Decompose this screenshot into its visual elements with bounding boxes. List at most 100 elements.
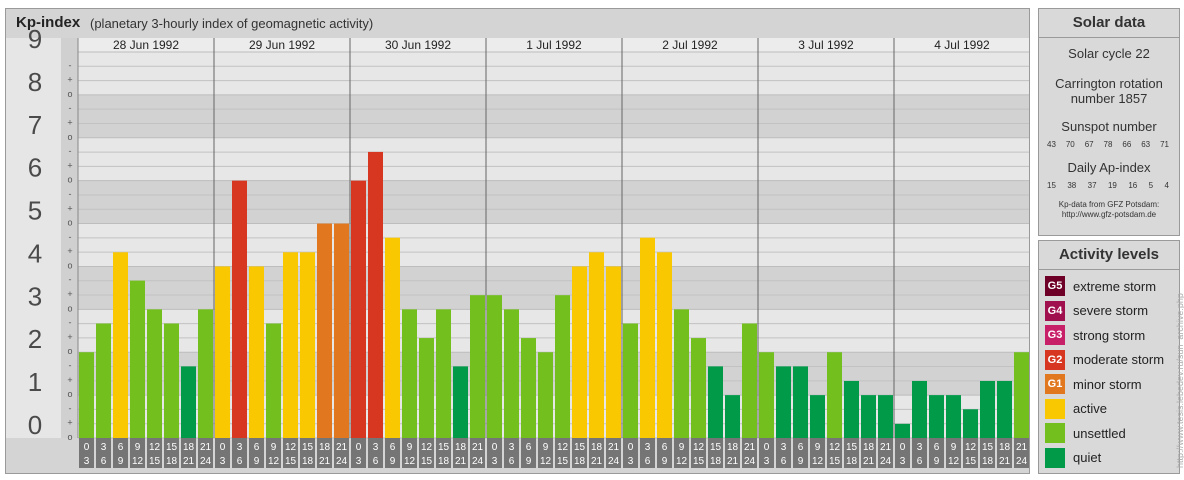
kp-bar bbox=[793, 366, 808, 438]
source-line-1: Kp-data from GFZ Potsdam: bbox=[1058, 200, 1160, 209]
interval-cell bbox=[249, 438, 264, 468]
kp-bar bbox=[368, 151, 383, 439]
sunspot-values: 43 70 67 78 66 63 71 bbox=[1039, 140, 1179, 149]
sunspot-value: 43 bbox=[1047, 140, 1056, 149]
minor-tick-label: o bbox=[67, 89, 72, 99]
kp-bar bbox=[470, 295, 485, 438]
ap-value: 4 bbox=[1164, 181, 1169, 190]
interval-cell bbox=[232, 438, 247, 468]
kp-bar bbox=[589, 252, 604, 438]
activity-level-item: G4 severe storm bbox=[1045, 300, 1148, 321]
interval-end-label: 18 bbox=[846, 456, 858, 467]
activity-level-swatch bbox=[1045, 398, 1065, 419]
activity-level-item: G1 minor storm bbox=[1045, 374, 1142, 394]
interval-cell bbox=[198, 438, 213, 468]
interval-end-label: 9 bbox=[254, 456, 260, 467]
kp-bar bbox=[606, 266, 621, 438]
activity-level-swatch: G5 bbox=[1045, 276, 1065, 296]
kp-bar bbox=[963, 409, 978, 438]
interval-cell bbox=[453, 438, 468, 468]
kp-bar bbox=[674, 309, 689, 438]
minor-tick-label: + bbox=[67, 375, 72, 385]
interval-end-label: 15 bbox=[829, 456, 841, 467]
interval-cell bbox=[572, 438, 587, 468]
interval-cell bbox=[861, 438, 876, 468]
kp-bar bbox=[759, 352, 774, 438]
interval-start-label: 6 bbox=[526, 442, 532, 453]
interval-start-label: 21 bbox=[608, 442, 620, 453]
day-label: 29 Jun 1992 bbox=[249, 38, 315, 52]
interval-cell bbox=[657, 438, 672, 468]
interval-end-label: 21 bbox=[591, 456, 603, 467]
kp-bar bbox=[147, 309, 162, 438]
minor-tick-label: o bbox=[67, 260, 72, 270]
interval-start-label: 21 bbox=[472, 442, 484, 453]
interval-start-label: 0 bbox=[356, 442, 362, 453]
interval-start-label: 9 bbox=[679, 442, 685, 453]
interval-cell bbox=[147, 438, 162, 468]
interval-end-label: 24 bbox=[880, 456, 892, 467]
activity-level-swatch: G2 bbox=[1045, 349, 1065, 370]
kp-bar bbox=[878, 395, 893, 438]
minor-tick-label: + bbox=[67, 418, 72, 428]
minor-tick-label: - bbox=[69, 403, 72, 413]
interval-start-label: 15 bbox=[166, 442, 178, 453]
day-label: 1 Jul 1992 bbox=[526, 38, 582, 52]
activity-level-swatch: G1 bbox=[1045, 374, 1065, 394]
interval-start-label: 3 bbox=[101, 442, 107, 453]
activity-level-swatch: G4 bbox=[1045, 300, 1065, 321]
interval-end-label: 9 bbox=[662, 456, 668, 467]
interval-end-label: 15 bbox=[421, 456, 433, 467]
kp-bar bbox=[555, 295, 570, 438]
y-tick-label: 6 bbox=[28, 153, 42, 183]
interval-end-label: 12 bbox=[132, 456, 144, 467]
interval-start-label: 21 bbox=[880, 442, 892, 453]
interval-start-label: 12 bbox=[285, 442, 297, 453]
interval-start-label: 0 bbox=[220, 442, 226, 453]
kp-bar bbox=[453, 366, 468, 438]
kp-bar bbox=[912, 380, 927, 438]
interval-cell bbox=[742, 438, 757, 468]
minor-tick-label: o bbox=[67, 175, 72, 185]
minor-tick-label: - bbox=[69, 318, 72, 328]
solar-data-title: Solar data bbox=[1039, 9, 1179, 38]
day-label: 3 Jul 1992 bbox=[798, 38, 854, 52]
activity-level-item: quiet bbox=[1045, 447, 1101, 468]
interval-cell bbox=[946, 438, 961, 468]
sunspot-value: 66 bbox=[1122, 140, 1132, 149]
interval-cell bbox=[776, 438, 791, 468]
interval-start-label: 21 bbox=[200, 442, 212, 453]
activity-level-label: strong storm bbox=[1073, 327, 1146, 343]
kp-bar bbox=[334, 223, 349, 438]
activity-level-label: moderate storm bbox=[1073, 352, 1165, 367]
plot-band bbox=[78, 94, 1029, 138]
day-header-row bbox=[78, 38, 1029, 52]
kp-bar bbox=[181, 366, 196, 438]
kp-bar bbox=[283, 252, 298, 438]
ap-value: 15 bbox=[1047, 181, 1056, 190]
minor-tick-label: + bbox=[67, 75, 72, 85]
kp-bar bbox=[300, 252, 315, 438]
interval-cell bbox=[963, 438, 978, 468]
kp-bar bbox=[827, 352, 842, 438]
kp-bar bbox=[1014, 352, 1029, 438]
interval-cell bbox=[300, 438, 315, 468]
ap-value: 5 bbox=[1148, 181, 1154, 190]
interval-end-label: 6 bbox=[781, 456, 787, 467]
kp-bar bbox=[504, 309, 519, 438]
kp-bar bbox=[980, 380, 995, 438]
activity-level-swatch bbox=[1045, 423, 1065, 443]
kp-bar bbox=[725, 395, 740, 438]
interval-cell bbox=[181, 438, 196, 468]
interval-cell bbox=[708, 438, 723, 468]
y-tick-label: 8 bbox=[28, 67, 42, 97]
day-label: 30 Jun 1992 bbox=[385, 38, 451, 52]
interval-end-label: 21 bbox=[183, 456, 195, 467]
interval-end-label: 12 bbox=[676, 456, 688, 467]
interval-start-label: 12 bbox=[557, 442, 569, 453]
interval-start-label: 3 bbox=[917, 442, 923, 453]
interval-end-label: 18 bbox=[166, 456, 178, 467]
activity-level-label: extreme storm bbox=[1073, 278, 1157, 294]
interval-end-label: 9 bbox=[118, 456, 124, 467]
interval-start-label: 3 bbox=[237, 442, 243, 453]
